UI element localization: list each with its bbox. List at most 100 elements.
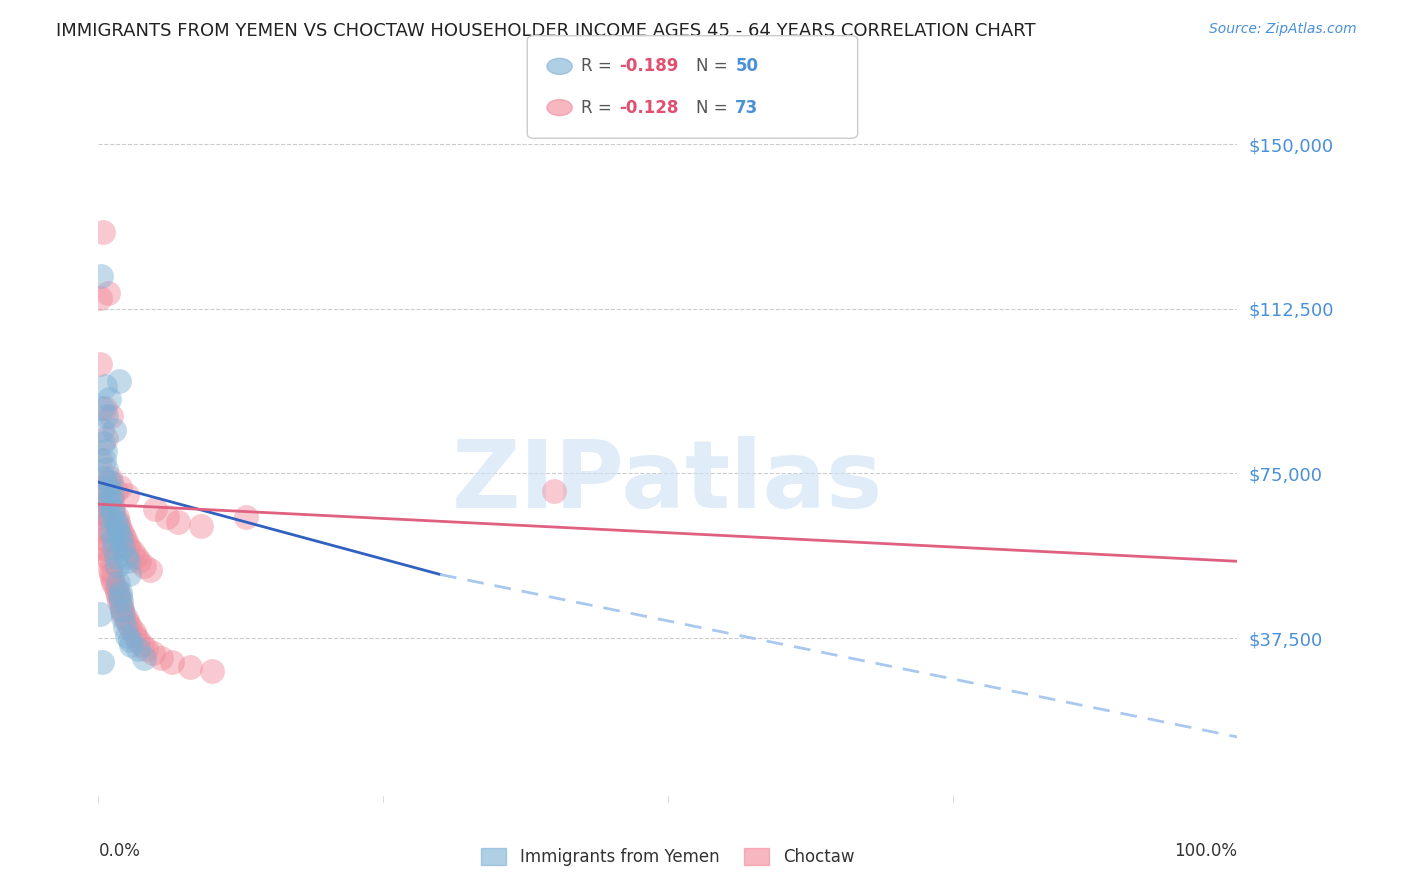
Point xyxy=(118,541,141,555)
Point xyxy=(93,471,115,485)
Point xyxy=(111,602,134,616)
Text: N =: N = xyxy=(696,99,733,117)
Point xyxy=(138,563,160,577)
Point xyxy=(115,488,138,502)
Point xyxy=(142,647,165,661)
Point xyxy=(91,488,114,502)
Point xyxy=(89,541,111,555)
Text: 50: 50 xyxy=(735,57,758,75)
Point xyxy=(96,286,118,301)
Point xyxy=(162,655,184,669)
Point xyxy=(115,629,138,643)
Point xyxy=(103,506,125,520)
Point xyxy=(103,541,125,555)
Point xyxy=(125,549,148,564)
Point xyxy=(108,590,131,604)
Point xyxy=(93,506,115,520)
Point xyxy=(104,581,127,595)
Point xyxy=(107,515,129,529)
Text: -0.189: -0.189 xyxy=(619,57,678,75)
Point xyxy=(96,409,118,424)
Point xyxy=(110,533,132,547)
Point xyxy=(104,483,127,498)
Text: R =: R = xyxy=(581,57,617,75)
Point xyxy=(150,651,173,665)
Point xyxy=(96,480,118,494)
Point xyxy=(201,664,224,678)
Point xyxy=(90,401,112,415)
Point xyxy=(117,554,139,568)
Point xyxy=(108,519,131,533)
Point xyxy=(91,225,114,239)
Point xyxy=(104,549,127,564)
Point xyxy=(124,629,146,643)
Point xyxy=(105,519,128,533)
Point xyxy=(98,471,121,485)
Point xyxy=(107,576,129,591)
Point xyxy=(98,563,121,577)
Point xyxy=(112,541,135,555)
Point xyxy=(105,510,128,524)
Text: R =: R = xyxy=(581,99,617,117)
Point xyxy=(121,545,143,559)
Point xyxy=(114,549,136,564)
Point xyxy=(132,558,155,573)
Legend: Immigrants from Yemen, Choctaw: Immigrants from Yemen, Choctaw xyxy=(475,841,860,873)
Point xyxy=(96,549,118,564)
Point xyxy=(100,475,122,490)
Point xyxy=(120,638,142,652)
Point xyxy=(115,537,138,551)
Point xyxy=(90,497,112,511)
Point xyxy=(103,576,125,591)
Point xyxy=(108,528,131,542)
Point xyxy=(131,638,153,652)
Point xyxy=(94,444,117,458)
Point xyxy=(235,510,257,524)
Point xyxy=(117,615,139,630)
Point xyxy=(179,659,201,673)
Point xyxy=(114,620,136,634)
Text: -0.128: -0.128 xyxy=(619,99,678,117)
Point xyxy=(112,607,135,621)
Point xyxy=(89,453,111,467)
Point xyxy=(108,585,131,599)
Point xyxy=(108,480,131,494)
Point xyxy=(110,524,132,538)
Point xyxy=(101,572,124,586)
Point xyxy=(105,585,128,599)
Point xyxy=(105,558,128,573)
Point xyxy=(145,501,167,516)
Point xyxy=(543,483,565,498)
Point xyxy=(91,435,114,450)
Point xyxy=(97,483,120,498)
Point xyxy=(93,453,115,467)
Point xyxy=(103,501,125,516)
Point xyxy=(114,533,136,547)
Point xyxy=(90,423,112,437)
Point xyxy=(98,510,121,524)
Point xyxy=(89,607,111,621)
Point xyxy=(114,611,136,625)
Point xyxy=(90,519,112,533)
Point xyxy=(98,492,121,507)
Point xyxy=(96,431,118,445)
Point xyxy=(96,541,118,555)
Point xyxy=(89,291,111,305)
Point xyxy=(120,633,142,648)
Point xyxy=(89,357,111,371)
Point xyxy=(108,374,131,388)
Text: IMMIGRANTS FROM YEMEN VS CHOCTAW HOUSEHOLDER INCOME AGES 45 - 64 YEARS CORRELATI: IMMIGRANTS FROM YEMEN VS CHOCTAW HOUSEHO… xyxy=(56,22,1036,40)
Point xyxy=(94,378,117,392)
Point xyxy=(93,524,115,538)
Point xyxy=(101,492,124,507)
Text: 73: 73 xyxy=(735,99,759,117)
Point xyxy=(103,533,125,547)
Point xyxy=(167,515,190,529)
Point xyxy=(122,624,145,639)
Text: N =: N = xyxy=(696,57,733,75)
Point xyxy=(100,524,122,538)
Point xyxy=(89,506,111,520)
Point xyxy=(107,590,129,604)
Point xyxy=(110,598,132,612)
Point xyxy=(190,519,212,533)
